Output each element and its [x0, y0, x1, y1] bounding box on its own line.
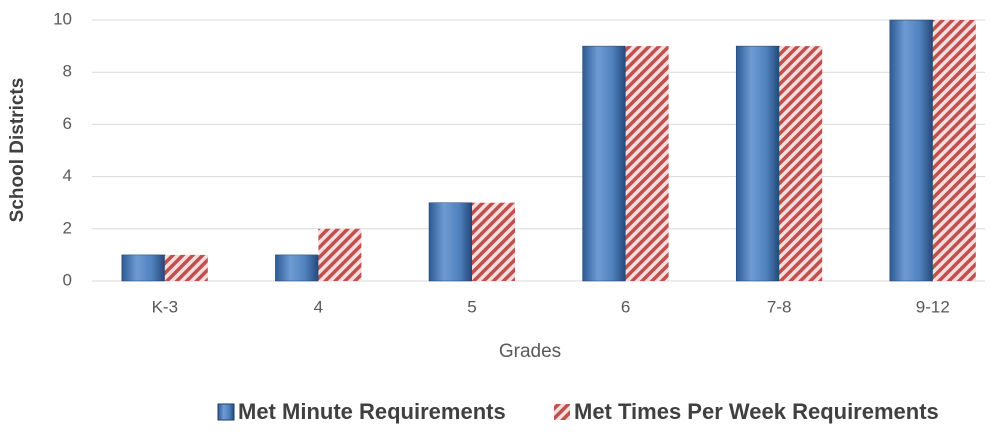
x-tick-label: 5: [467, 297, 476, 316]
x-tick-label: 7-8: [767, 297, 792, 316]
bar: [472, 202, 515, 281]
bar: [121, 254, 166, 282]
bar: [275, 254, 319, 282]
y-tick-label: 8: [63, 62, 72, 81]
bar: [889, 19, 934, 282]
bar: [164, 254, 208, 281]
y-tick-label: 10: [53, 9, 72, 28]
bar: [582, 45, 626, 282]
x-tick-label: 6: [621, 297, 630, 316]
y-axis-title: School Districts: [7, 78, 28, 223]
legend-label: Met Times Per Week Requirements: [574, 399, 939, 424]
y-tick-label: 4: [63, 166, 72, 185]
bar: [625, 46, 669, 281]
legend-swatch: [554, 404, 570, 420]
x-tick-label: 4: [314, 297, 323, 316]
bar: [779, 46, 823, 281]
x-tick-label: K-3: [152, 297, 178, 316]
legend-swatch: [217, 403, 235, 421]
bar: [735, 45, 780, 282]
legend-label: Met Minute Requirements: [238, 399, 506, 424]
y-tick-label: 6: [63, 114, 72, 133]
bar: [428, 202, 473, 282]
y-tick-label: 2: [63, 218, 72, 237]
bar: [318, 228, 362, 281]
x-axis-title: Grades: [499, 341, 561, 362]
bar: [932, 20, 976, 281]
x-tick-label: 9-12: [916, 297, 950, 316]
y-tick-label: 0: [63, 270, 72, 289]
